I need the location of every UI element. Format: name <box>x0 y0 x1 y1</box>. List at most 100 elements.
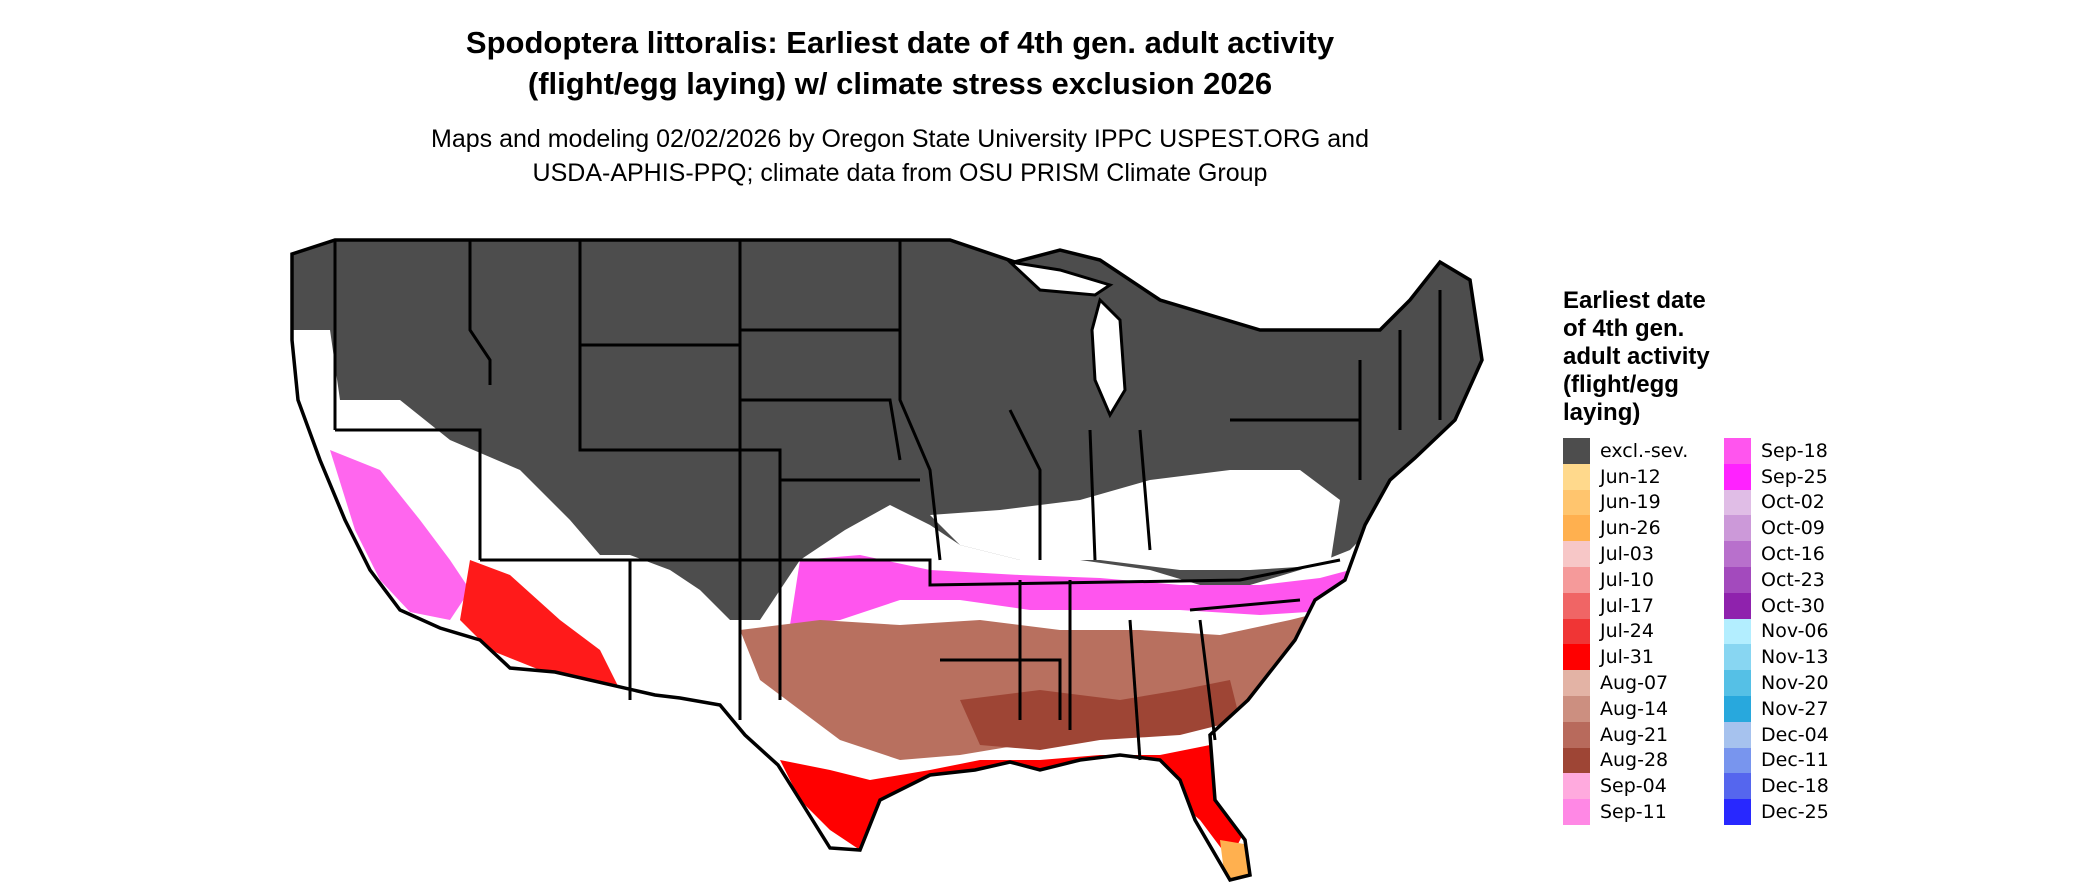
legend-swatch <box>1724 489 1751 516</box>
legend-swatch <box>1724 541 1751 567</box>
legend-swatch <box>1563 670 1590 696</box>
legend-swatch <box>1724 592 1751 619</box>
legend-label: Nov-20 <box>1761 672 1829 695</box>
legend-title-line: Earliest date <box>1563 287 1706 314</box>
legend-swatch <box>1724 695 1751 722</box>
legend-swatch <box>1724 644 1751 671</box>
legend-swatch <box>1724 566 1751 593</box>
legend-item: excl.-sev. <box>1563 438 1710 464</box>
legend-label: Nov-13 <box>1761 646 1829 669</box>
legend-label: Aug-07 <box>1600 672 1669 695</box>
legend-item: Oct-16 <box>1724 541 1871 567</box>
legend-swatch <box>1724 721 1751 748</box>
legend-item: Aug-21 <box>1563 721 1710 748</box>
legend-item: Sep-04 <box>1563 773 1710 800</box>
legend-title: Earliest date of 4th gen. adult activity… <box>1563 287 1793 427</box>
great-lakes-michigan <box>1090 297 1127 419</box>
map-title-line-1: Spodoptera littoralis: Earliest date of … <box>465 25 1335 60</box>
legend-item: Dec-04 <box>1724 721 1871 748</box>
legend-swatch <box>1563 463 1590 490</box>
legend-swatch <box>1563 799 1590 825</box>
legend-item: Jul-31 <box>1563 644 1710 671</box>
red-band-southwest <box>460 560 620 690</box>
legend-label: Sep-25 <box>1761 465 1828 488</box>
legend-item: Jul-24 <box>1563 618 1710 645</box>
map-subtitle-line-2: USDA-APHIS-PPQ; climate data from OSU PR… <box>532 159 1268 187</box>
legend-label: Dec-04 <box>1761 723 1829 746</box>
legend-item: Aug-28 <box>1563 747 1710 774</box>
legend-label: Sep-04 <box>1600 775 1667 798</box>
legend-swatch <box>1563 721 1590 748</box>
legend-title-line: (flight/egg <box>1563 371 1679 398</box>
legend-item: Nov-06 <box>1724 618 1871 645</box>
legend-item: Oct-09 <box>1724 515 1871 542</box>
legend-swatch <box>1563 747 1590 774</box>
brown-dark-gulf <box>960 680 1240 750</box>
legend-column-1: excl.-sev. Jun-12 Jun-19 Jun-26 Jul-03 Jul-10… <box>1563 438 1710 825</box>
legend-item: Jul-10 <box>1563 566 1710 593</box>
legend-label: Jul-17 <box>1600 594 1654 617</box>
legend-label: Jul-03 <box>1600 543 1654 566</box>
legend-swatch <box>1563 515 1590 542</box>
legend-swatch <box>1563 618 1590 645</box>
legend-item: Dec-25 <box>1724 799 1871 825</box>
legend-swatch <box>1563 592 1590 619</box>
pink-band-west <box>330 450 470 620</box>
legend-swatch <box>1563 566 1590 593</box>
white-unsuitable-southeast <box>930 470 1340 570</box>
legend-label: Oct-09 <box>1761 517 1825 540</box>
legend-item: Nov-20 <box>1724 670 1871 696</box>
legend-swatch <box>1724 670 1751 696</box>
legend-title-line: of 4th gen. <box>1563 315 1685 342</box>
legend-label: Oct-02 <box>1761 491 1825 514</box>
us-map <box>290 238 1484 882</box>
legend-swatch <box>1724 515 1751 542</box>
legend-item: Nov-27 <box>1724 695 1871 722</box>
map-subtitle-line-1: Maps and modeling 02/02/2026 by Oregon S… <box>431 125 1369 153</box>
legend-label: Nov-27 <box>1761 697 1829 720</box>
legend-swatch <box>1724 773 1751 800</box>
legend-item: Jun-19 <box>1563 489 1710 516</box>
legend-label: Sep-11 <box>1600 801 1667 824</box>
legend-label: Oct-16 <box>1761 543 1825 566</box>
legend-swatch <box>1724 438 1751 464</box>
legend-item: Dec-11 <box>1724 747 1871 774</box>
legend-swatch <box>1724 799 1751 825</box>
legend-item: Nov-13 <box>1724 644 1871 671</box>
legend-label: Dec-18 <box>1761 775 1829 798</box>
legend: excl.-sev. Jun-12 Jun-19 Jun-26 Jul-03 Jul-10… <box>1563 438 1871 825</box>
legend-label: Aug-28 <box>1600 749 1669 772</box>
legend-label: Jul-31 <box>1600 646 1654 669</box>
legend-label: Jul-10 <box>1600 568 1654 591</box>
legend-label: Aug-14 <box>1600 697 1669 720</box>
legend-item: Aug-07 <box>1563 670 1710 696</box>
legend-label: Jun-12 <box>1600 465 1661 488</box>
legend-column-2: Sep-18 Sep-25 Oct-02 Oct-09 Oct-16 Oct-23 Oct-… <box>1724 438 1871 825</box>
legend-item: Jul-17 <box>1563 592 1710 619</box>
legend-item: Jun-12 <box>1563 463 1710 490</box>
legend-item: Sep-11 <box>1563 799 1710 825</box>
legend-label: Aug-21 <box>1600 723 1669 746</box>
legend-swatch <box>1563 695 1590 722</box>
legend-swatch <box>1563 644 1590 671</box>
legend-swatch <box>1724 618 1751 645</box>
map-subtitle: Maps and modeling 02/02/2026 by Oregon S… <box>250 122 1550 190</box>
legend-swatch <box>1563 541 1590 567</box>
legend-label: Nov-06 <box>1761 620 1829 643</box>
legend-label: Oct-30 <box>1761 594 1825 617</box>
legend-item: Sep-18 <box>1724 438 1871 464</box>
map-title-line-2: (flight/egg laying) w/ climate stress ex… <box>527 66 1273 101</box>
legend-label: Dec-11 <box>1761 749 1829 772</box>
legend-label: Dec-25 <box>1761 801 1829 824</box>
legend-title-line: laying) <box>1563 399 1641 426</box>
legend-item: Oct-30 <box>1724 592 1871 619</box>
legend-swatch <box>1724 747 1751 774</box>
state-boundaries <box>333 240 1442 761</box>
legend-item: Jun-26 <box>1563 515 1710 542</box>
legend-label: Oct-23 <box>1761 568 1825 591</box>
legend-label: Jun-26 <box>1600 517 1661 540</box>
great-lakes-superior <box>1005 259 1114 297</box>
legend-item: Oct-23 <box>1724 566 1871 593</box>
legend-title-line: adult activity <box>1563 343 1710 370</box>
legend-item: Jul-03 <box>1563 541 1710 567</box>
